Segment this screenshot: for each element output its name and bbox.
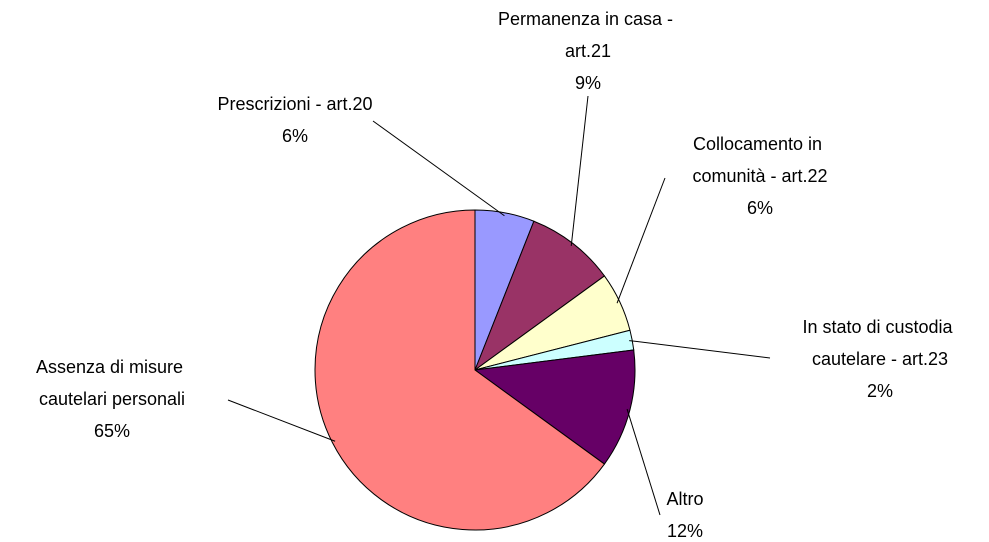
value-label: 6% [747,198,773,218]
value-label: 12% [667,521,703,541]
leader-line [372,120,505,217]
leader-line [227,399,336,442]
slice-label: In stato di custodia cautelare - art.23 [802,317,957,369]
pie-slice [473,220,606,372]
value-label: 2% [867,381,893,401]
pie-slice [314,209,606,531]
value-label: 65% [94,421,130,441]
leader-line [629,340,771,359]
slice-label: Assenza di misure cautelari personali [36,357,188,409]
slice-label: Permanenza in casa - art.21 [498,9,678,61]
value-label: 6% [282,126,308,146]
leader-line [570,95,589,247]
leader-line [626,408,661,516]
pie-slice [473,349,636,465]
slice-label: Altro [666,489,703,509]
slice-label: Collocamento in comunità - art.22 [692,134,827,186]
leader-line [616,177,666,304]
slice-label: Prescrizioni - art.20 [217,94,372,114]
value-label: 9% [575,73,601,93]
